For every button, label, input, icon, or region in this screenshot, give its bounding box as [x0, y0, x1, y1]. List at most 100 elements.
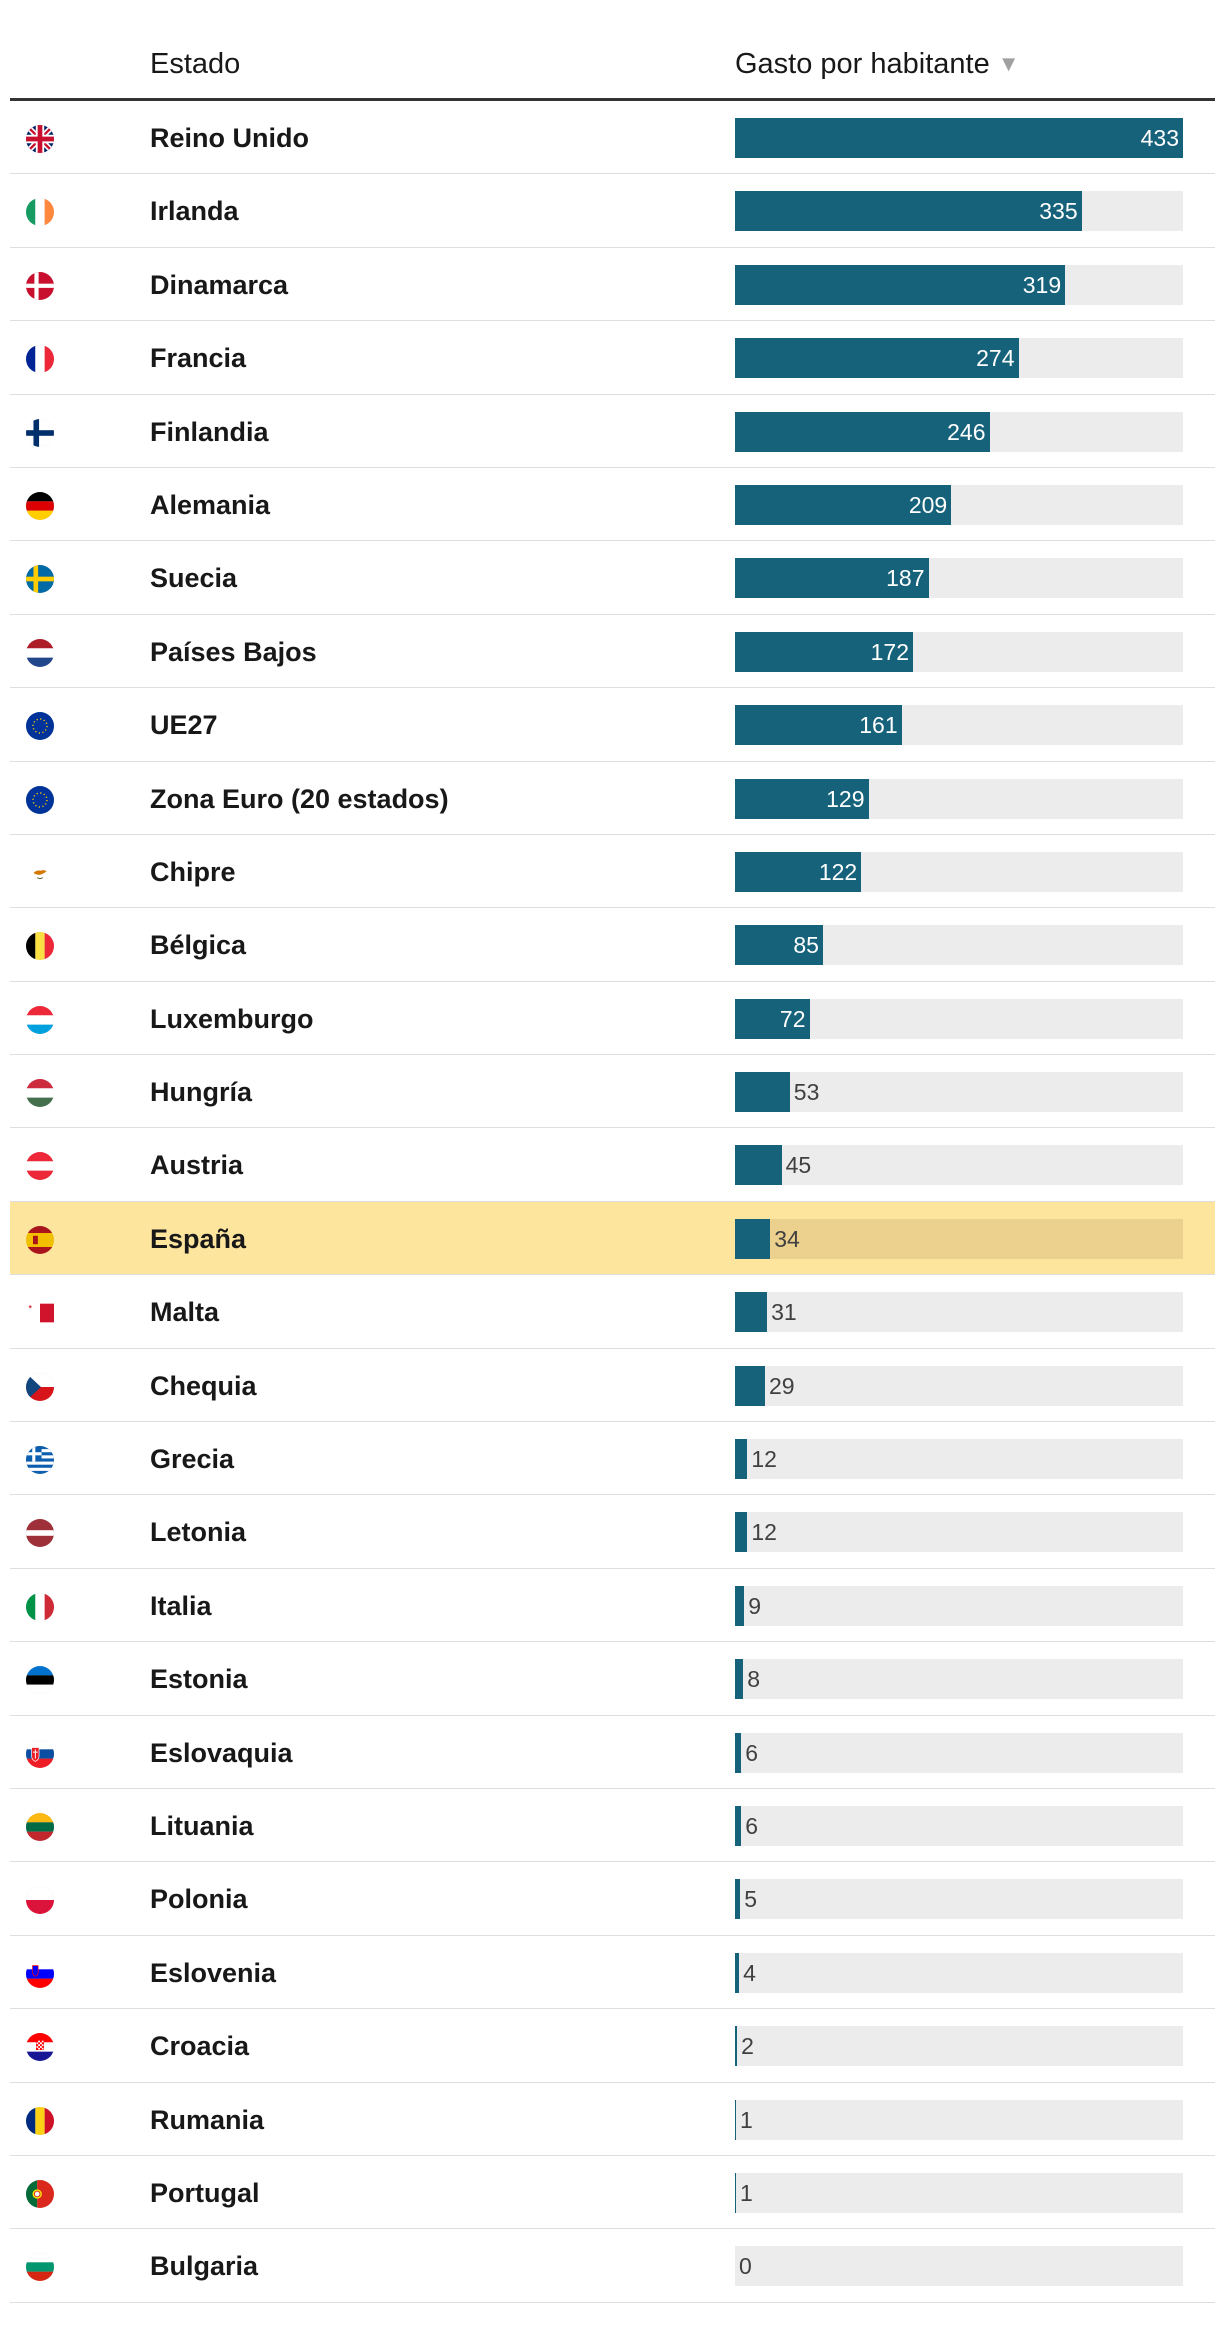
- value-label: 12: [751, 1446, 777, 1473]
- pt-flag-icon: [26, 2179, 54, 2208]
- value-label: 9: [748, 1592, 762, 1619]
- value-label: 34: [774, 1225, 800, 1252]
- country-name: Estonia: [150, 1664, 248, 1695]
- column-header-gasto[interactable]: Gasto por habitante ▼: [735, 48, 1020, 81]
- cz-flag-icon: [26, 1372, 54, 1401]
- de-flag-icon: [26, 491, 54, 520]
- table-row-chequia: Chequia 29: [10, 1349, 1215, 1423]
- country-name: UE27: [150, 710, 218, 741]
- column-header-estado[interactable]: Estado: [150, 48, 241, 80]
- country-name: Francia: [150, 343, 247, 374]
- bar-chipre: [735, 851, 862, 892]
- table-row-croacia: Croacia 2: [10, 2009, 1215, 2083]
- table-row-belgica: Bélgica 85: [10, 908, 1215, 982]
- value-label: 85: [793, 932, 819, 959]
- table-row-italia: Italia 9: [10, 1569, 1215, 1643]
- value-label: 122: [818, 858, 858, 885]
- country-name: Portugal: [150, 2177, 260, 2208]
- table-row-espana: España 34: [10, 1201, 1215, 1276]
- country-name: Rumania: [150, 2104, 265, 2135]
- gb-flag-icon: [26, 125, 54, 153]
- bar-italia: [735, 1585, 745, 1626]
- value-label: 31: [771, 1299, 797, 1326]
- country-name: Bélgica: [150, 930, 247, 961]
- bar-dinamarca: [735, 264, 1066, 305]
- bar-eslovenia: [735, 1952, 740, 1993]
- bar-croacia: [735, 2026, 738, 2067]
- column-header-gasto-label: Gasto por habitante: [735, 48, 990, 80]
- eu-flag-icon: [26, 712, 54, 741]
- country-name: Irlanda: [150, 196, 239, 227]
- bar-finlandia: [735, 411, 990, 452]
- value-label: 172: [870, 638, 909, 665]
- fr-flag-icon: [26, 345, 54, 374]
- sort-descending-icon[interactable]: ▼: [997, 51, 1020, 76]
- bar-letonia: [735, 1512, 748, 1553]
- si-flag-icon: [26, 1959, 54, 1988]
- bar-track: 45: [735, 1145, 1183, 1186]
- bar-suecia: [735, 558, 929, 599]
- bar-francia: [735, 338, 1019, 379]
- value-label: 45: [785, 1152, 812, 1179]
- table-row-chipre: Chipre 122: [10, 835, 1215, 909]
- table-row-paises-bajos: Países Bajos 172: [10, 615, 1215, 689]
- country-name: Hungría: [150, 1077, 253, 1108]
- country-name: Finlandia: [150, 416, 269, 447]
- bar-eslovaquia: [735, 1732, 742, 1773]
- country-name: Italia: [150, 1590, 212, 1621]
- value-label: 0: [739, 2253, 752, 2280]
- nl-flag-icon: [26, 638, 54, 667]
- country-name: Bulgaria: [150, 2251, 259, 2282]
- bar-espana: [735, 1218, 771, 1259]
- value-label: 433: [1140, 125, 1179, 151]
- value-label: 5: [744, 1886, 757, 1913]
- country-name: Polonia: [150, 1884, 248, 1915]
- bar-track: 6: [735, 1732, 1183, 1773]
- table-header: Estado Gasto por habitante ▼: [10, 28, 1215, 101]
- country-name: Reino Unido: [150, 123, 309, 153]
- eu-flag-icon: [26, 785, 54, 814]
- country-name: Grecia: [150, 1444, 235, 1475]
- country-name: Chipre: [150, 856, 236, 887]
- value-label: 72: [779, 1005, 806, 1032]
- cy-flag-icon: [26, 863, 54, 883]
- bar-track: 433: [735, 118, 1183, 158]
- bar-grecia: [735, 1439, 748, 1480]
- hr-flag-icon: [26, 2033, 54, 2062]
- bar-track: 274: [735, 338, 1183, 379]
- table-row-grecia: Grecia 12: [10, 1422, 1215, 1496]
- bar-track: 9: [735, 1585, 1183, 1626]
- value-label: 4: [743, 1959, 756, 1986]
- table-row-austria: Austria 45: [10, 1128, 1215, 1202]
- bar-track: 72: [735, 998, 1183, 1039]
- mt-flag-icon: [26, 1303, 54, 1323]
- bar-polonia: [735, 1879, 741, 1920]
- bar-track: 12: [735, 1512, 1183, 1553]
- bar-track: 34: [735, 1218, 1183, 1259]
- table-row-luxemburgo: Luxemburgo 72: [10, 982, 1215, 1056]
- table-row-dinamarca: Dinamarca 319: [10, 248, 1215, 322]
- table-row-malta: Malta 31: [10, 1275, 1215, 1349]
- table-row-estonia: Estonia 8: [10, 1642, 1215, 1716]
- bar-track: 187: [735, 558, 1183, 599]
- table-row-portugal: Portugal 1: [10, 2156, 1215, 2230]
- lt-flag-icon: [26, 1812, 54, 1841]
- bar-belgica: [735, 925, 823, 966]
- sk-flag-icon: [26, 1739, 54, 1768]
- country-name: Chequia: [150, 1370, 257, 1401]
- bar-luxemburgo: [735, 998, 810, 1039]
- value-label: 274: [976, 345, 1015, 372]
- bar-track: 0: [735, 2246, 1183, 2287]
- country-name: Croacia: [150, 2031, 250, 2062]
- es-flag-icon: [26, 1225, 54, 1254]
- bar-irlanda: [735, 191, 1082, 232]
- bar-track: 12: [735, 1439, 1183, 1480]
- bar-track: 1: [735, 2172, 1183, 2213]
- value-label: 319: [1022, 271, 1062, 298]
- gr-flag-icon: [26, 1446, 54, 1475]
- bar-malta: [735, 1292, 768, 1333]
- bar-chequia: [735, 1365, 765, 1406]
- at-flag-icon: [26, 1152, 54, 1181]
- value-label: 161: [859, 712, 898, 739]
- dk-flag-icon: [26, 271, 54, 300]
